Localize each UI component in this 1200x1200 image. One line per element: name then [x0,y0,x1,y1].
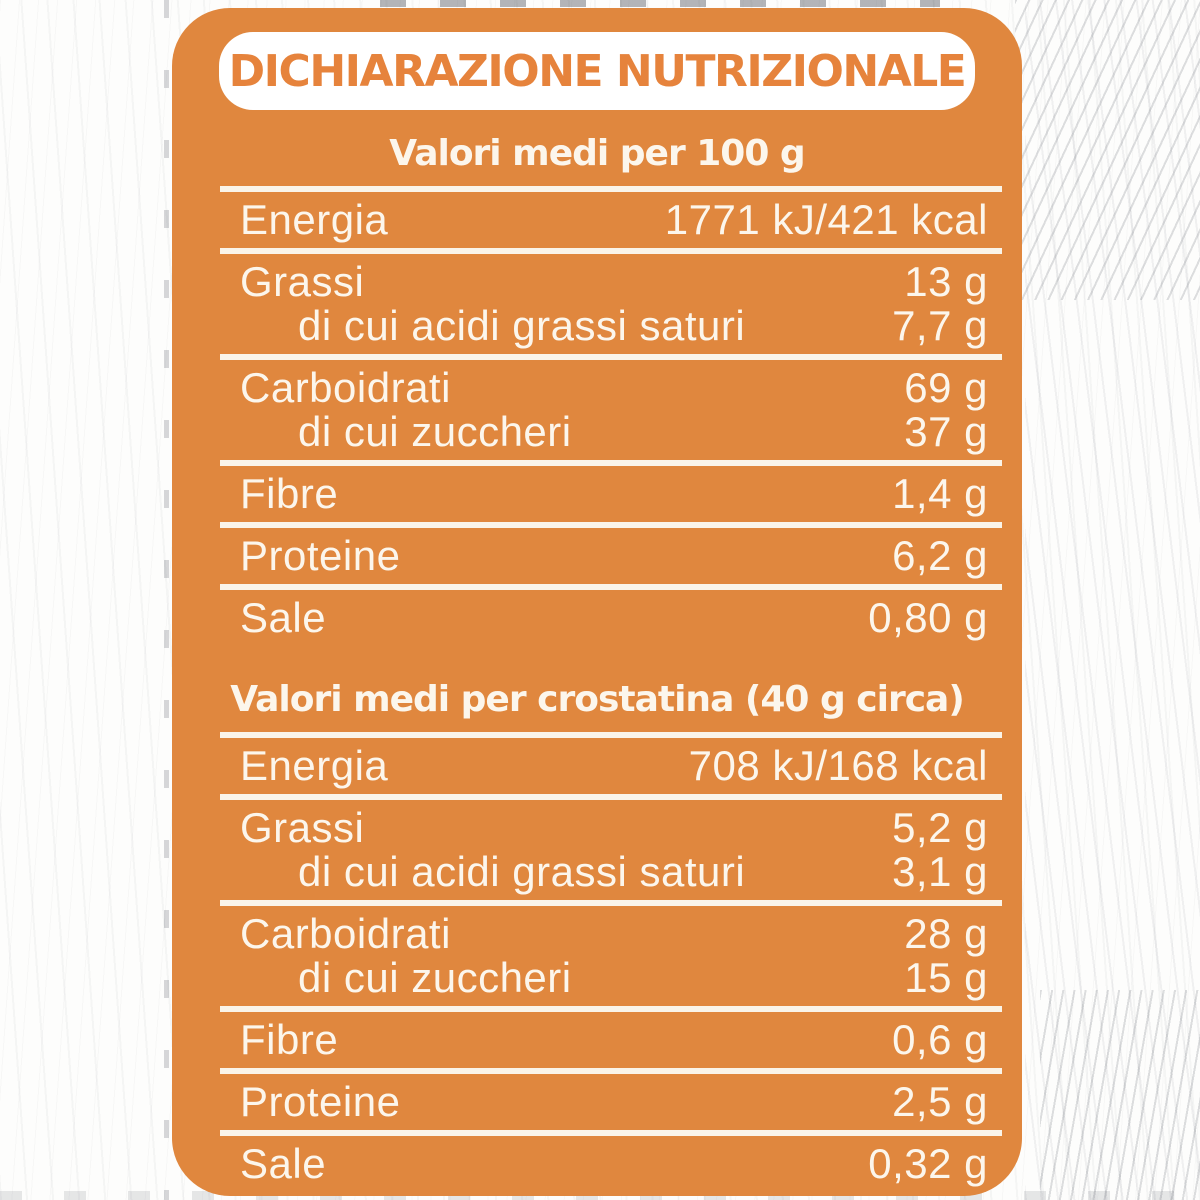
nutrition-section: Valori medi per 100 g Energia 1771 kJ/421 … [172,130,1022,646]
nutrition-section: Valori medi per crostatina (40 g circa) E… [172,676,1022,1192]
row-label: Carboidrati [240,910,451,957]
texture-streak [164,0,169,1200]
row-sublabel: di cui zuccheri [298,408,572,455]
row-line: Sale 0,32 g [220,1142,1002,1186]
row-value: 69 g [904,364,988,411]
row-subvalue: 7,7 g [892,302,988,349]
texture-streak [380,0,940,7]
row-label: Sale [240,1140,327,1187]
row-line: Proteine 2,5 g [220,1080,1002,1124]
row-subline: di cui acidi grassi saturi 7,7 g [220,304,1002,348]
row-value: 0,80 g [868,594,988,641]
row-value: 0,32 g [868,1140,988,1187]
nutrition-row: Fibre 1,4 g [220,460,1002,522]
nutrition-row: Proteine 6,2 g [220,522,1002,584]
row-subline: di cui zuccheri 15 g [220,956,1002,1000]
row-label: Carboidrati [240,364,451,411]
row-line: Grassi 13 g [220,260,1002,304]
row-label: Proteine [240,532,401,579]
row-label: Proteine [240,1078,401,1125]
row-line: Energia 708 kJ/168 kcal [220,744,1002,788]
nutrition-sections: Valori medi per 100 g Energia 1771 kJ/421 … [172,130,1022,1192]
row-line: Energia 1771 kJ/421 kcal [220,198,1002,242]
texture-streak [1025,0,1200,1200]
texture-streak [1040,990,1200,1200]
row-line: Fibre 1,4 g [220,472,1002,516]
section-heading: Valori medi per 100 g [389,133,805,174]
row-label: Fibre [240,1016,339,1063]
row-label: Sale [240,594,327,641]
row-value: 1771 kJ/421 kcal [664,196,988,243]
row-label: Grassi [240,804,365,851]
row-value: 6,2 g [892,532,988,579]
row-value: 1,4 g [892,470,988,517]
nutrition-row: Energia 708 kJ/168 kcal [220,732,1002,794]
nutrition-row: Carboidrati 69 g di cui zuccheri 37 g [220,354,1002,460]
row-line: Carboidrati 28 g [220,912,1002,956]
nutrition-row: Grassi 5,2 g di cui acidi grassi saturi 3,1… [220,794,1002,900]
row-line: Sale 0,80 g [220,596,1002,640]
row-subvalue: 15 g [904,954,988,1001]
nutrition-table: Energia 1771 kJ/421 kcal Grassi 13 g di cui … [220,186,1002,646]
page-title: DICHIARAZIONE NUTRIZIONALE [228,45,967,97]
title-pill: DICHIARAZIONE NUTRIZIONALE [219,32,975,110]
nutrition-row: Sale 0,32 g [220,1130,1002,1192]
nutrition-row: Fibre 0,6 g [220,1006,1002,1068]
row-value: 28 g [904,910,988,957]
row-subline: di cui acidi grassi saturi 3,1 g [220,850,1002,894]
row-sublabel: di cui acidi grassi saturi [298,302,746,349]
nutrition-row: Grassi 13 g di cui acidi grassi saturi 7,7 … [220,248,1002,354]
texture-streak [1015,0,1200,300]
nutrition-row: Sale 0,80 g [220,584,1002,646]
row-value: 2,5 g [892,1078,988,1125]
nutrition-row: Carboidrati 28 g di cui zuccheri 15 g [220,900,1002,1006]
row-label: Energia [240,196,389,243]
row-subvalue: 3,1 g [892,848,988,895]
row-value: 13 g [904,258,988,305]
nutrition-table: Energia 708 kJ/168 kcal Grassi 5,2 g di cui … [220,732,1002,1192]
nutrition-card: DICHIARAZIONE NUTRIZIONALE Valori medi p… [172,8,1022,1196]
row-sublabel: di cui zuccheri [298,954,572,1001]
row-label: Energia [240,742,389,789]
nutrition-row: Proteine 2,5 g [220,1068,1002,1130]
row-sublabel: di cui acidi grassi saturi [298,848,746,895]
row-subvalue: 37 g [904,408,988,455]
row-line: Proteine 6,2 g [220,534,1002,578]
row-line: Grassi 5,2 g [220,806,1002,850]
row-label: Fibre [240,470,339,517]
row-line: Carboidrati 69 g [220,366,1002,410]
row-value: 708 kJ/168 kcal [688,742,988,789]
row-line: Fibre 0,6 g [220,1018,1002,1062]
section-heading: Valori medi per crostatina (40 g circa) [230,679,965,720]
row-label: Grassi [240,258,365,305]
row-value: 0,6 g [892,1016,988,1063]
row-subline: di cui zuccheri 37 g [220,410,1002,454]
row-value: 5,2 g [892,804,988,851]
nutrition-row: Energia 1771 kJ/421 kcal [220,186,1002,248]
